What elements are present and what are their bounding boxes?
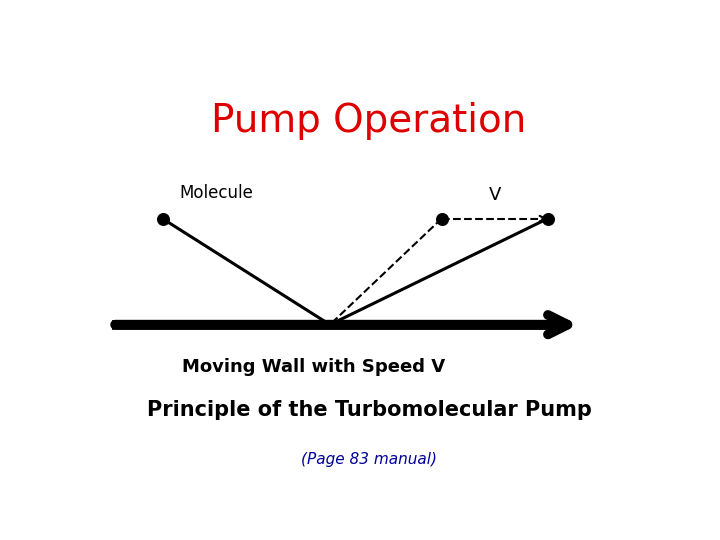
Text: (Page 83 manual): (Page 83 manual) <box>301 453 437 467</box>
Point <box>541 214 553 223</box>
Text: Moving Wall with Speed V: Moving Wall with Speed V <box>181 358 445 376</box>
Text: Principle of the Turbomolecular Pump: Principle of the Turbomolecular Pump <box>147 400 591 420</box>
Text: Pump Operation: Pump Operation <box>212 102 526 140</box>
Point <box>436 214 447 223</box>
Point <box>157 214 168 223</box>
Text: Molecule: Molecule <box>179 184 253 202</box>
Text: V: V <box>488 186 500 204</box>
